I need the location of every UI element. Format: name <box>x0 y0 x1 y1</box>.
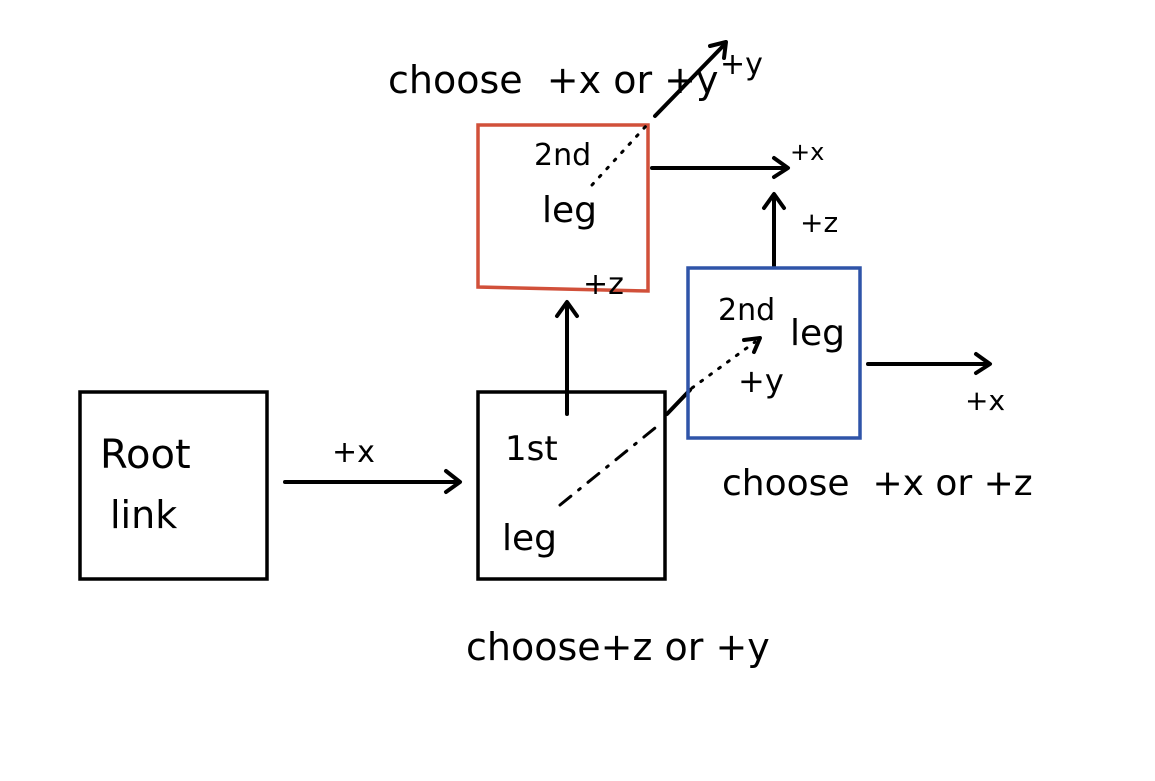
second-leg-blue-box <box>686 266 862 440</box>
second-leg-red-label-line2: leg <box>542 190 597 231</box>
edge-first-leg-to-blue-dashed <box>558 426 657 507</box>
arrow-head-icon <box>555 300 579 318</box>
second-leg-red-node: 2nd leg +z <box>476 123 650 302</box>
edge-red-out-y-dotted <box>590 124 648 187</box>
edge-first-leg-to-blue-shaft <box>665 388 692 416</box>
note-first-choice: choose+z or +y <box>466 625 770 669</box>
edge-red-out-y-shaft <box>653 42 727 118</box>
second-leg-blue-label-line2: leg <box>790 313 845 354</box>
note-blue-choice: choose +x or +z <box>722 463 1033 504</box>
first-leg-node: 1st leg <box>476 390 667 581</box>
edge-root-to-first-leg-label: +x <box>332 435 375 470</box>
first-leg-label-line1: 1st <box>505 429 558 469</box>
edge-blue-out-x: +x <box>866 352 1005 417</box>
edge-red-out-y-label: +y <box>720 47 763 82</box>
edge-first-leg-to-red <box>555 300 579 416</box>
first-leg-label-line2: leg <box>502 518 557 559</box>
edge-root-to-first-leg: +x <box>283 435 462 494</box>
arrow-head-icon <box>772 156 790 179</box>
edge-first-leg-to-blue-dotted <box>690 340 757 390</box>
arrow-head-icon <box>762 192 786 210</box>
edge-first-leg-to-blue-label: +y <box>738 362 784 400</box>
edge-blue-out-z-label: +z <box>800 206 838 239</box>
edge-red-out-x: +x <box>650 138 824 179</box>
second-leg-blue-node: 2nd leg +y <box>686 266 862 440</box>
root-link-node: Root link <box>78 390 269 581</box>
second-leg-blue-label-line1: 2nd <box>718 293 775 328</box>
second-leg-red-box <box>476 123 650 293</box>
note-red-choice: choose +x or +y <box>388 58 719 102</box>
first-leg-box <box>476 390 667 581</box>
edge-red-out-y: +y <box>590 40 763 187</box>
second-leg-red-label-line1: 2nd <box>534 138 591 173</box>
root-link-label-line2: link <box>110 493 177 537</box>
arrow-head-icon <box>742 336 762 354</box>
root-link-label-line1: Root <box>100 432 191 478</box>
edge-first-leg-to-blue <box>558 336 762 507</box>
root-link-box <box>78 390 269 581</box>
arrow-head-icon <box>974 352 992 375</box>
edge-blue-out-x-label: +x <box>965 384 1005 417</box>
arrow-head-icon <box>444 469 462 494</box>
edge-blue-out-z: +z <box>762 192 838 268</box>
edge-first-leg-to-red-label: +z <box>583 267 624 302</box>
arrow-head-icon <box>708 40 728 60</box>
edge-red-out-x-label: +x <box>790 138 824 166</box>
